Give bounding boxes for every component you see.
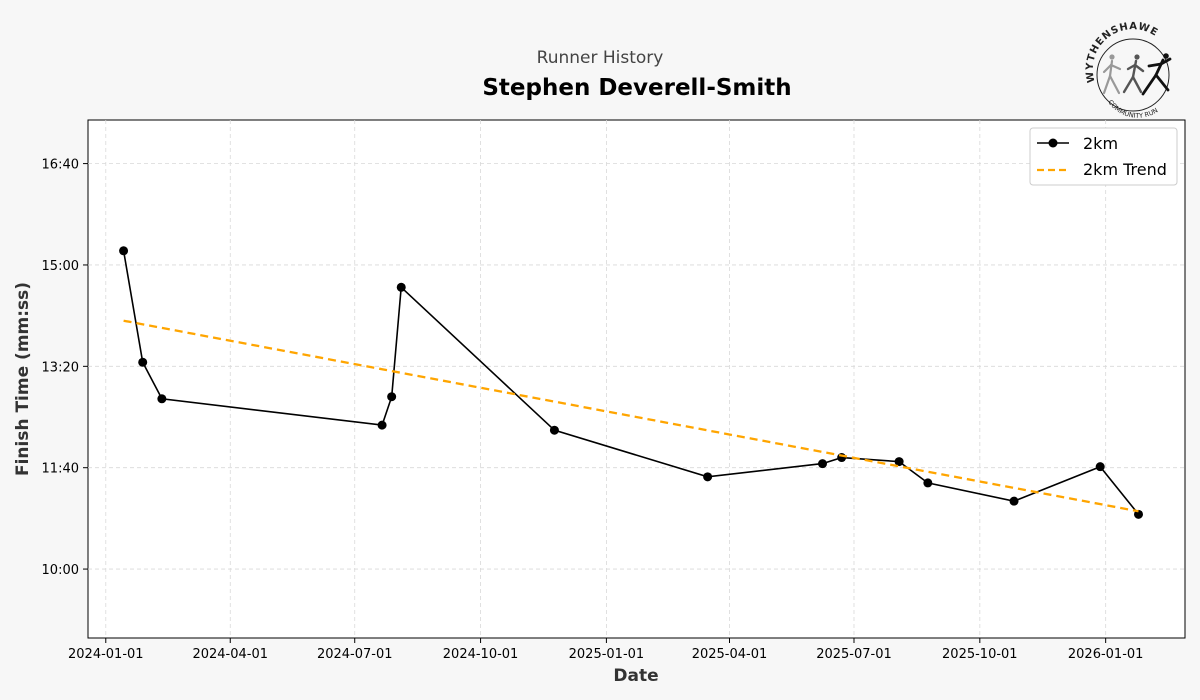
data-point: [119, 246, 129, 256]
data-point: [894, 457, 904, 467]
series-layer: [119, 246, 1143, 519]
trend-line: [123, 319, 1139, 513]
data-point: [157, 394, 167, 404]
x-tick-label: 2024-10-01: [443, 647, 519, 662]
x-tick-label: 2025-04-01: [692, 647, 768, 662]
y-tick-label: 13:20: [42, 360, 79, 375]
y-tick-label: 16:40: [42, 158, 79, 173]
running-figures-icon: [1102, 53, 1172, 96]
x-tick-label: 2025-01-01: [569, 647, 645, 662]
legend-marker-2km: [1048, 138, 1058, 148]
x-tick-label: 2026-01-01: [1068, 647, 1144, 662]
data-point: [549, 425, 559, 435]
y-tick-label: 10:00: [42, 563, 79, 578]
data-point: [396, 282, 406, 292]
x-tick-label: 2024-04-01: [192, 647, 268, 662]
x-tick-label: 2025-10-01: [942, 647, 1018, 662]
data-point: [703, 472, 713, 482]
plot-area: 2024-01-01 2024-04-01 2024-07-01 2024-10-01…: [42, 119, 1186, 662]
legend-label-2km: 2km: [1083, 134, 1118, 153]
x-axis-label: Date: [613, 666, 658, 686]
data-point: [1095, 462, 1105, 472]
logo-bottom-text: COMMUNITY RUN: [1106, 98, 1159, 120]
legend: 2km 2km Trend: [1029, 127, 1178, 186]
x-tick-label: 2024-01-01: [68, 647, 144, 662]
data-point: [377, 420, 387, 430]
data-point: [923, 478, 933, 488]
data-point: [138, 357, 148, 367]
plot-background: [87, 119, 1186, 639]
grid-lines: [88, 120, 1185, 638]
data-point: [387, 392, 397, 402]
data-point: [818, 459, 828, 469]
y-tick-label: 11:40: [42, 462, 79, 477]
legend-label-trend: 2km Trend: [1083, 160, 1167, 179]
logo-top-text: WYTHENSHAWE: [1085, 21, 1161, 83]
chart-title: Stephen Deverell-Smith: [482, 75, 791, 101]
y-tick-label: 15:00: [42, 259, 79, 274]
club-logo: WYTHENSHAWE COMMUNITY RUN: [1085, 21, 1172, 120]
y-axis-label: Finish Time (mm:ss): [13, 282, 33, 476]
x-tick-label: 2025-07-01: [816, 647, 892, 662]
data-point: [1009, 496, 1019, 506]
chart-subtitle: Runner History: [537, 48, 664, 68]
x-tick-label: 2024-07-01: [317, 647, 393, 662]
axis-ticks: 2024-01-01 2024-04-01 2024-07-01 2024-10-01…: [42, 158, 1144, 662]
data-point: [1133, 509, 1143, 519]
logo-ring: [1096, 38, 1170, 112]
